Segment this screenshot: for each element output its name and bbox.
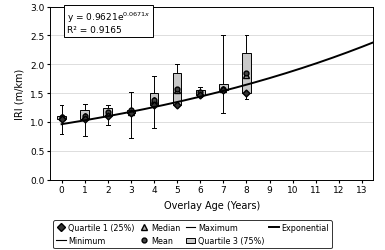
Legend: Quartile 1 (25%), Minimum, Median, Mean, Maximum, Quartile 3 (75%), Exponential: Quartile 1 (25%), Minimum, Median, Mean,… (53, 220, 332, 248)
Bar (219, 85, 228, 91)
Bar (104, 108, 112, 117)
Y-axis label: IRI (m/km): IRI (m/km) (15, 68, 25, 119)
Bar (57, 117, 66, 119)
Bar (196, 91, 204, 96)
Bar (242, 54, 251, 94)
Text: y = 0.9621e$^{0.0671x}$
R² = 0.9165: y = 0.9621e$^{0.0671x}$ R² = 0.9165 (67, 10, 150, 35)
Bar (127, 111, 135, 114)
Bar (80, 111, 89, 120)
Bar (150, 94, 158, 105)
X-axis label: Overlay Age (Years): Overlay Age (Years) (164, 200, 260, 210)
Bar (173, 74, 181, 105)
